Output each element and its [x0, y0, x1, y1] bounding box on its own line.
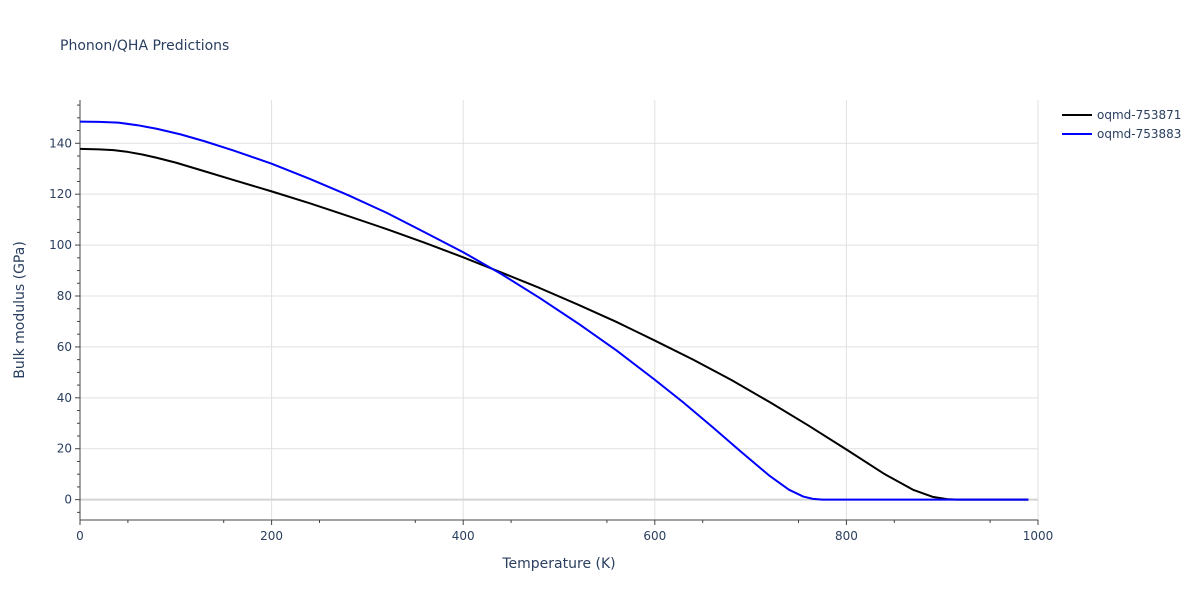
- x-axis-title: Temperature (K): [501, 556, 615, 572]
- series-line-oqmd-753883[interactable]: [79, 120, 1029, 501]
- chart-title: Phonon/QHA Predictions: [60, 38, 229, 54]
- x-tick-label: 0: [76, 529, 84, 543]
- series-line-oqmd-753871[interactable]: [79, 147, 1029, 501]
- x-tick-label: 200: [260, 529, 283, 543]
- y-tick-label: 60: [57, 340, 72, 354]
- legend-label: oqmd-753883: [1097, 127, 1181, 141]
- x-tick-label: 400: [452, 529, 475, 543]
- y-tick-label: 20: [57, 442, 72, 456]
- y-tick-label: 80: [57, 289, 72, 303]
- axes: 0 200 400 600 800 1000 0 20 40 60 80 100 120 140: [49, 100, 1053, 543]
- legend-item[interactable]: oqmd-753871: [1062, 108, 1181, 122]
- y-axis-title: Bulk modulus (GPa): [12, 241, 28, 379]
- legend[interactable]: oqmd-753871 oqmd-753883: [1062, 108, 1181, 141]
- series-lines: [79, 120, 1029, 501]
- legend-label: oqmd-753871: [1097, 108, 1181, 122]
- legend-item[interactable]: oqmd-753883: [1062, 127, 1181, 141]
- y-tick-label: 120: [49, 187, 72, 201]
- x-tick-label: 1000: [1023, 529, 1054, 543]
- y-tick-label: 0: [64, 493, 72, 507]
- grid: [80, 100, 1039, 520]
- x-tick-label: 600: [643, 529, 666, 543]
- x-tick-label: 800: [835, 529, 858, 543]
- y-tick-label: 140: [49, 136, 72, 150]
- y-tick-label: 100: [49, 238, 72, 252]
- y-tick-label: 40: [57, 391, 72, 405]
